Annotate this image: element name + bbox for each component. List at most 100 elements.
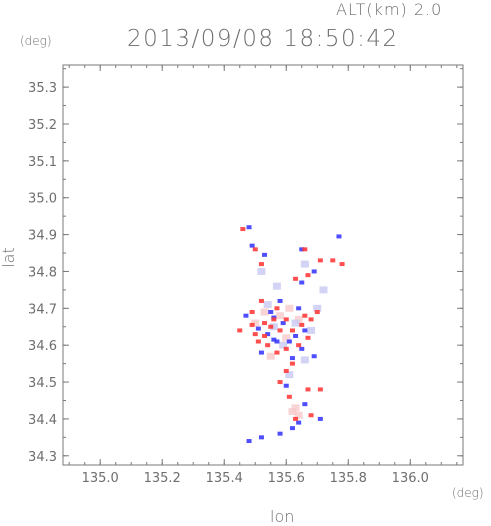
data-point-positive <box>277 380 283 385</box>
data-point-negative <box>243 313 249 318</box>
data-point-weak-negative <box>263 301 272 309</box>
data-point-weak-positive <box>260 308 269 316</box>
data-point-weak-positive <box>291 404 300 412</box>
data-point-negative <box>258 435 264 440</box>
tick-labels: 135.0 135.2 135.4 135.6 135.8 136.0 34.3 34.4 34… <box>28 81 429 486</box>
data-point-negative <box>268 310 274 315</box>
data-point-weak-positive <box>285 304 294 312</box>
data-point-positive <box>277 328 283 333</box>
data-point-negative <box>286 339 292 344</box>
y-axis-unit: (deg) <box>20 34 52 48</box>
data-point-positive <box>293 276 299 281</box>
data-point-negative <box>277 431 283 436</box>
data-point-negative <box>274 339 280 344</box>
data-point-positive <box>240 227 246 232</box>
data-point-positive <box>252 247 258 252</box>
data-point-weak-negative <box>319 286 328 294</box>
data-point-weak-negative <box>272 282 281 290</box>
data-point-positive <box>249 322 255 327</box>
data-point-positive <box>286 394 292 399</box>
y-tick-label: 34.9 <box>28 229 57 244</box>
data-point-weak-positive <box>294 315 303 323</box>
data-point-negative <box>258 350 264 355</box>
y-tick-label: 35.0 <box>28 192 57 207</box>
data-point-positive <box>302 247 308 252</box>
x-tick-label: 135.0 <box>82 471 119 486</box>
y-tick-label: 34.7 <box>28 302 57 317</box>
data-point-negative <box>299 346 305 351</box>
data-points <box>237 225 345 444</box>
data-point-weak-positive <box>251 319 260 327</box>
data-point-weak-negative <box>313 304 322 312</box>
data-point-positive <box>249 310 255 315</box>
data-point-negative <box>265 332 271 337</box>
y-tick-label: 35.1 <box>28 155 57 170</box>
data-point-positive <box>283 346 289 351</box>
data-point-weak-negative <box>285 371 294 379</box>
data-point-positive <box>265 343 271 348</box>
data-point-positive <box>258 262 264 267</box>
data-point-positive <box>283 368 289 373</box>
data-point-positive <box>308 317 314 322</box>
data-point-positive <box>308 413 314 418</box>
data-point-weak-positive <box>266 352 275 360</box>
data-point-positive <box>289 328 295 333</box>
x-tick-label: 135.2 <box>144 471 181 486</box>
x-tick-label: 136.0 <box>392 471 429 486</box>
y-tick-label: 35.3 <box>28 81 57 96</box>
data-point-negative <box>302 328 308 333</box>
x-tick-label: 135.8 <box>330 471 367 486</box>
data-point-negative <box>299 247 305 252</box>
data-point-positive <box>339 262 345 267</box>
data-point-positive <box>283 317 289 322</box>
data-point-positive <box>314 310 320 315</box>
data-point-negative <box>271 337 277 342</box>
data-point-negative <box>262 252 268 257</box>
y-tick-label: 35.2 <box>28 118 57 133</box>
x-tick-label: 135.4 <box>206 471 243 486</box>
data-point-negative <box>246 225 252 230</box>
data-point-negative <box>289 426 295 431</box>
data-point-positive <box>274 350 280 355</box>
data-point-negative <box>311 269 317 274</box>
timestamp-title: 2013/09/08 18:50:42 <box>127 26 399 52</box>
data-point-weak-negative <box>307 326 316 334</box>
y-tick-label: 34.3 <box>28 450 57 465</box>
data-point-positive <box>237 328 243 333</box>
data-point-negative <box>280 321 286 326</box>
y-tick-label: 34.5 <box>28 376 57 391</box>
x-axis-unit: (deg) <box>452 486 484 500</box>
data-point-positive <box>271 317 277 322</box>
data-point-weak-negative <box>300 356 309 364</box>
data-point-negative <box>246 439 252 444</box>
data-point-positive <box>299 322 305 327</box>
data-point-positive <box>330 258 336 263</box>
data-point-positive <box>274 306 280 311</box>
data-point-negative <box>293 333 299 338</box>
data-point-weak-negative <box>269 323 278 331</box>
axes-frame <box>62 64 464 466</box>
data-point-positive <box>317 387 323 392</box>
plot-frame <box>62 64 464 466</box>
data-point-negative <box>277 298 283 303</box>
data-point-negative <box>296 306 302 311</box>
data-point-positive <box>289 361 295 366</box>
data-point-positive <box>305 273 311 278</box>
data-point-positive <box>305 387 311 392</box>
data-point-negative <box>255 326 261 331</box>
data-point-positive <box>262 333 268 338</box>
data-point-weak-positive <box>294 411 303 419</box>
data-point-positive <box>262 321 268 326</box>
altitude-label: ALT(km) 2.0 <box>336 0 443 19</box>
data-point-positive <box>258 298 264 303</box>
data-point-negative <box>299 280 305 285</box>
data-point-negative <box>289 356 295 361</box>
data-point-negative <box>249 243 255 248</box>
data-point-positive <box>255 339 261 344</box>
y-tick-label: 34.6 <box>28 339 57 354</box>
data-point-negative <box>311 354 317 359</box>
data-point-positive <box>305 335 311 340</box>
data-point-negative <box>296 420 302 425</box>
